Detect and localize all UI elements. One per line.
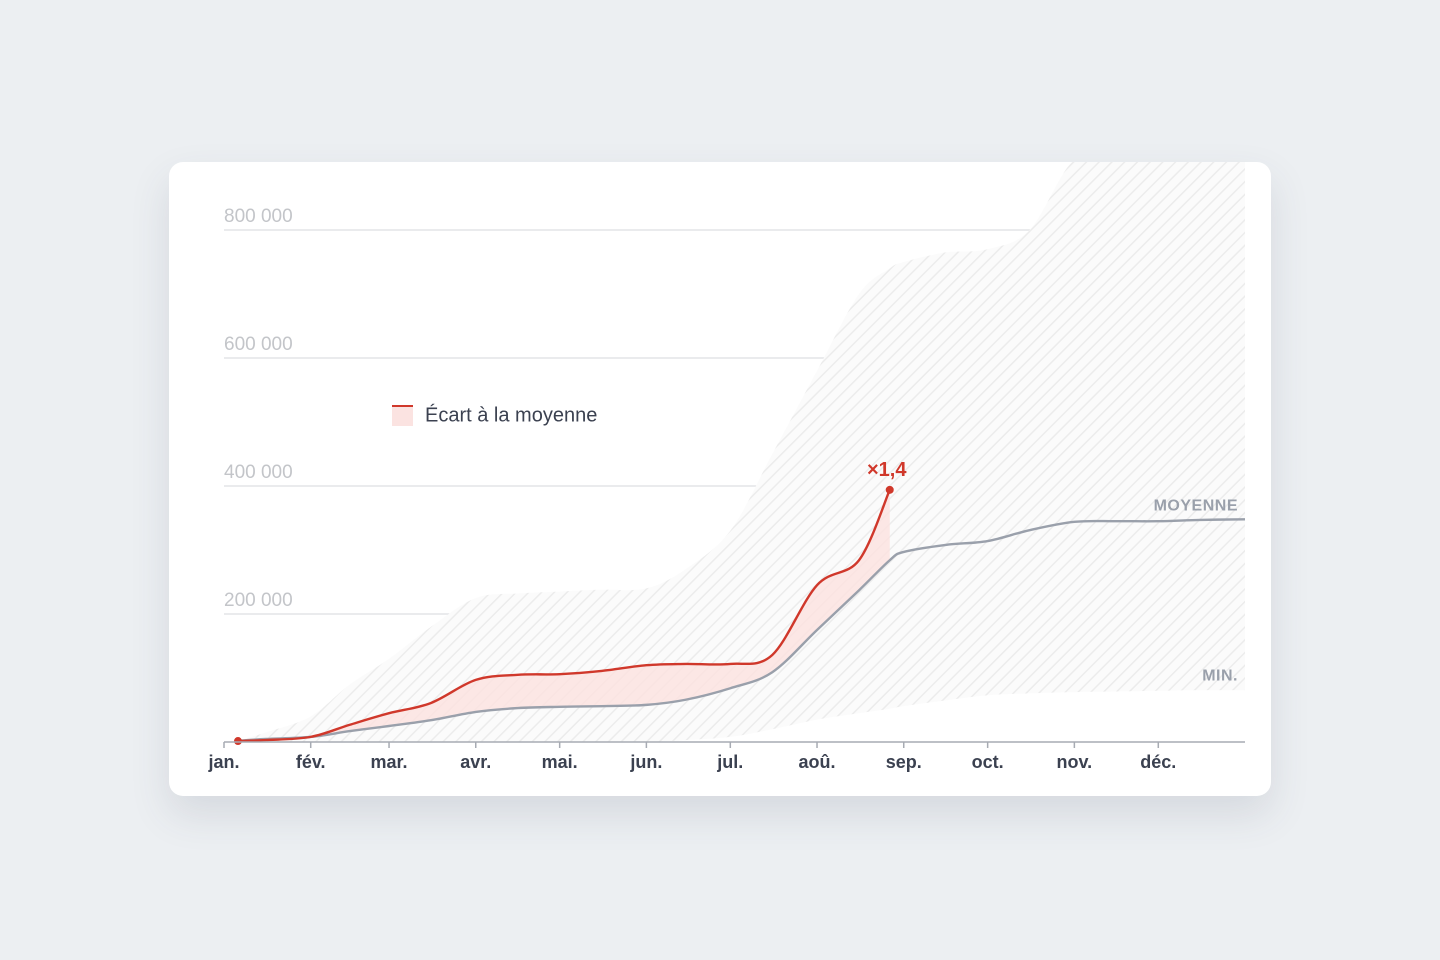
x-tick-label: nov. [1057,752,1093,772]
x-tick-label: oct. [972,752,1004,772]
legend: Écart à la moyenne [392,403,597,426]
series-label: MOYENNE [1154,497,1238,514]
y-tick-label: 400 000 [224,462,293,483]
series-line [237,518,1246,742]
x-tick-label: mai. [542,752,578,772]
x-tick-label: fév. [296,752,326,772]
x-tick-label: avr. [460,752,491,772]
y-tick-label: 200 000 [224,590,293,611]
range-label: MIN. [1202,667,1238,684]
legend-swatch [392,405,413,426]
x-tick-label: jun. [629,752,662,772]
annotation: ×1,4 [867,459,907,481]
end-dot [233,737,242,746]
end-dot [885,485,894,494]
x-tick-label: mar. [371,752,408,772]
gap-area [237,489,890,742]
x-tick-label: jan. [207,752,239,772]
y-tick-label: 600 000 [224,334,293,355]
plot [237,162,1245,742]
x-tick-label: aoû. [799,752,836,772]
x-tick-label: jul. [716,752,743,772]
legend-label: Écart à la moyenne [425,403,597,426]
range-band [237,162,1245,742]
x-tick-label: sep. [886,752,922,772]
y-tick-label: 800 000 [224,206,293,227]
x-tick-label: déc. [1140,752,1176,772]
series-line [237,489,891,743]
